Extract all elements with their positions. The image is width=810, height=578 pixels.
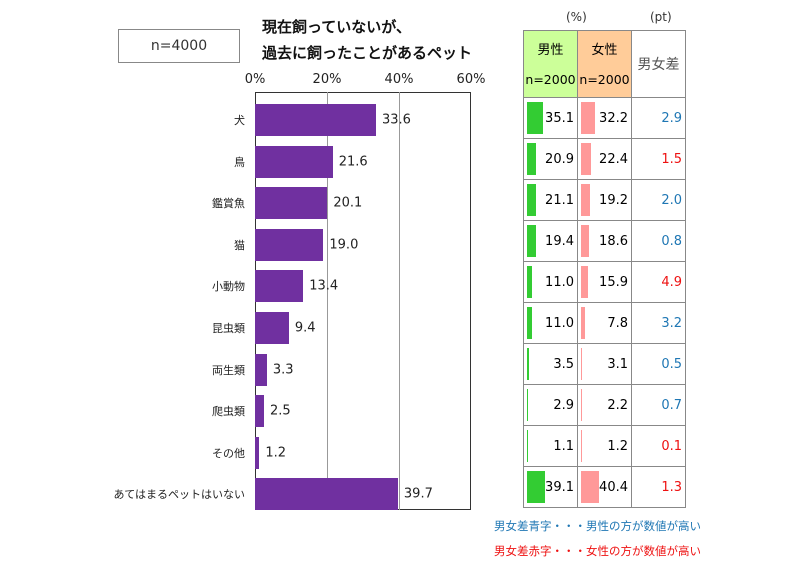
bar <box>255 395 264 428</box>
note-red: 男女差赤字・・・女性の方が数値が高い <box>494 544 701 558</box>
header-0: 男性 n=2000 <box>523 30 578 98</box>
female-cell: 32.2 <box>577 97 632 139</box>
gender-table: 男性 n=2000 女性 n=2000 男女差 35.1 32.2 2.9 20.9 22.4 1.… <box>523 30 686 508</box>
table-row: 19.4 18.6 0.8 <box>523 220 686 262</box>
category-label: 猫 <box>234 238 245 252</box>
title-line-2: 過去に飼ったことがあるペット <box>262 44 473 62</box>
table-row: 3.5 3.1 0.5 <box>523 343 686 385</box>
female-cell: 2.2 <box>577 384 632 426</box>
category-label: 鳥 <box>234 155 245 169</box>
gridline <box>327 92 328 510</box>
data-label: 20.1 <box>333 195 363 211</box>
gridline <box>399 92 400 510</box>
data-label: 3.3 <box>272 362 294 378</box>
male-cell: 39.1 <box>523 466 578 508</box>
category-label: 小動物 <box>212 280 245 294</box>
female-cell: 15.9 <box>577 261 632 303</box>
header-2: 男女差 <box>631 30 686 98</box>
tick-label: 60% <box>456 72 486 87</box>
female-cell: 3.1 <box>577 343 632 385</box>
diff-cell: 2.9 <box>631 97 686 139</box>
category-label: あてはまるペットはいない <box>113 488 245 502</box>
data-label: 9.4 <box>294 320 316 336</box>
male-cell: 3.5 <box>523 343 578 385</box>
bar <box>255 478 398 511</box>
data-label: 19.0 <box>329 237 359 253</box>
female-cell: 1.2 <box>577 425 632 467</box>
category-label: 爬虫類 <box>212 405 245 419</box>
bar <box>255 312 289 344</box>
table-row: 35.1 32.2 2.9 <box>523 97 686 139</box>
bar <box>255 104 376 136</box>
data-label: 13.4 <box>309 278 339 294</box>
data-label: 33.6 <box>381 112 411 128</box>
table-row: 1.1 1.2 0.1 <box>523 425 686 467</box>
diff-cell: 4.9 <box>631 261 686 303</box>
table-row: 39.1 40.4 1.3 <box>523 466 686 508</box>
table-row: 20.9 22.4 1.5 <box>523 138 686 180</box>
male-cell: 21.1 <box>523 179 578 221</box>
table-row: 2.9 2.2 0.7 <box>523 384 686 426</box>
table-row: 11.0 15.9 4.9 <box>523 261 686 303</box>
male-cell: 19.4 <box>523 220 578 262</box>
unit-pt: (pt) <box>650 10 672 24</box>
bar <box>255 353 267 386</box>
unit-pct: (%) <box>566 10 587 24</box>
diff-cell: 0.8 <box>631 220 686 262</box>
diff-cell: 2.0 <box>631 179 686 221</box>
note-blue: 男女差青字・・・男性の方が数値が高い <box>494 519 701 533</box>
diff-cell: 0.5 <box>631 343 686 385</box>
diff-cell: 1.5 <box>631 138 686 180</box>
male-cell: 35.1 <box>523 97 578 139</box>
bar <box>255 145 333 178</box>
bar <box>255 270 304 303</box>
tick-label: 20% <box>312 72 342 87</box>
category-label: 犬 <box>234 114 245 127</box>
diff-cell: 0.7 <box>631 384 686 426</box>
tick-label: 0% <box>244 72 266 87</box>
data-label: 39.7 <box>403 486 433 502</box>
male-cell: 11.0 <box>523 302 578 344</box>
diff-cell: 3.2 <box>631 302 686 344</box>
category-label: 両生類 <box>212 363 245 377</box>
male-cell: 2.9 <box>523 384 578 426</box>
table-row: 21.1 19.2 2.0 <box>523 179 686 221</box>
male-cell: 11.0 <box>523 261 578 303</box>
data-label: 1.2 <box>265 445 286 461</box>
female-cell: 7.8 <box>577 302 632 344</box>
male-cell: 1.1 <box>523 425 578 467</box>
category-label: 鑑賞魚 <box>212 197 245 211</box>
diff-cell: 1.3 <box>631 466 686 508</box>
bar <box>255 187 328 220</box>
header-1: 女性 n=2000 <box>577 30 632 98</box>
title-line-1: 現在飼っていないが、 <box>262 18 411 36</box>
table-row: 11.0 7.8 3.2 <box>523 302 686 344</box>
female-cell: 22.4 <box>577 138 632 180</box>
category-label: その他 <box>212 446 245 460</box>
chart-title: 現在飼っていないが、 過去に飼ったことがあるペット <box>262 14 472 66</box>
data-label: 21.6 <box>338 154 368 170</box>
category-label: 昆虫類 <box>212 322 245 335</box>
bar <box>255 436 260 469</box>
sample-size-box: n=4000 <box>118 29 240 63</box>
data-label: 2.5 <box>270 403 291 419</box>
male-cell: 20.9 <box>523 138 578 180</box>
tick-label: 40% <box>384 72 414 87</box>
bar <box>255 228 324 261</box>
female-cell: 19.2 <box>577 179 632 221</box>
diff-cell: 0.1 <box>631 425 686 467</box>
female-cell: 18.6 <box>577 220 632 262</box>
female-cell: 40.4 <box>577 466 632 508</box>
